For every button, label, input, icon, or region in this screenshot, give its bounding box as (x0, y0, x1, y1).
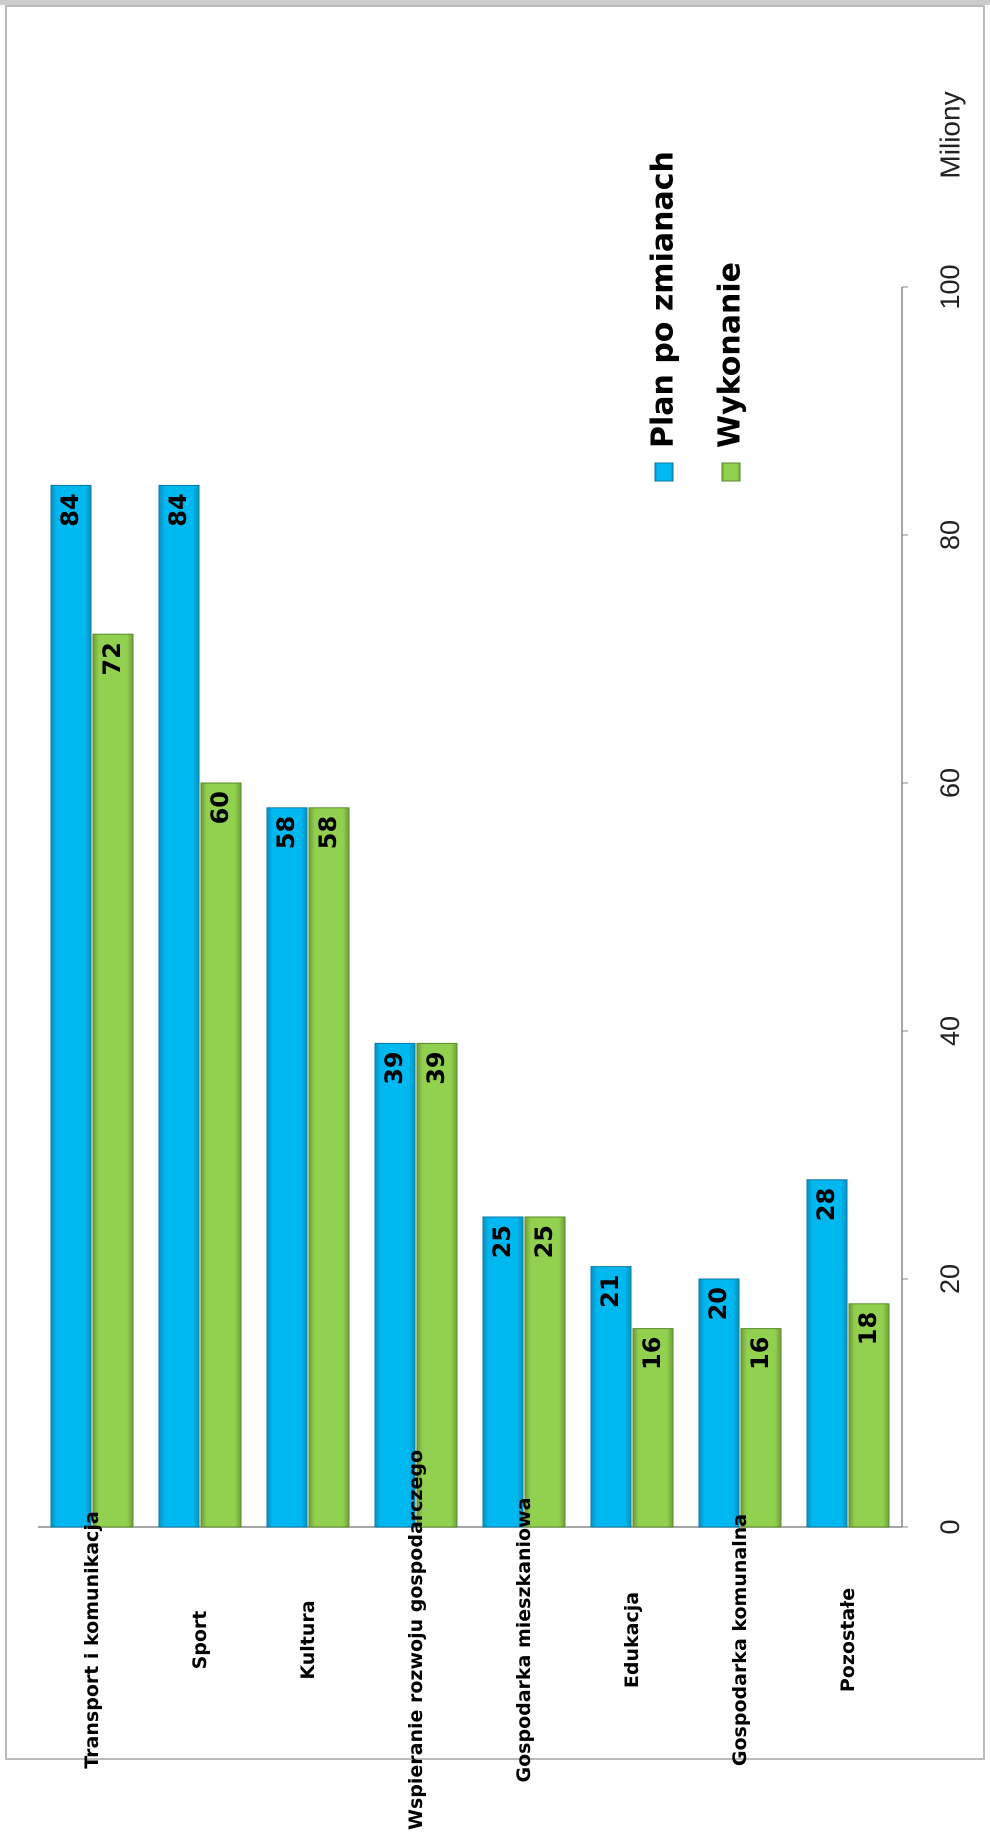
data-label: 18 (854, 1312, 882, 1345)
x-tick-label: Gospodarka mieszkaniowa (513, 1497, 535, 1783)
data-label: 20 (704, 1287, 732, 1320)
data-label: 28 (812, 1188, 840, 1221)
legend-swatch (721, 462, 741, 482)
data-label: 84 (56, 493, 84, 526)
bar (806, 1179, 848, 1528)
bar (200, 782, 242, 1528)
bar (308, 807, 350, 1528)
bar (50, 484, 92, 1528)
bar (482, 1216, 524, 1528)
chart: Miliony 0 20 40 60 80 100 84 72 84 60 58 58 39 39 25 25… (0, 0, 990, 1760)
data-label: 39 (380, 1051, 408, 1084)
y-tick-label: 80 (935, 520, 965, 550)
x-tick-label: Gospodarka komunalna (729, 1513, 751, 1767)
bar (416, 1042, 458, 1528)
x-tick-label: Edukacja (621, 1591, 643, 1689)
bar (524, 1216, 566, 1528)
y-tick-label: 40 (935, 1016, 965, 1046)
x-tick-label: Sport (189, 1610, 211, 1670)
axis-title: Miliony (934, 91, 965, 178)
frame-shadow (0, 0, 990, 5)
y-tick-label: 100 (935, 264, 965, 309)
x-tick-label: Wspieranie rozwoju gospodarczego (405, 1450, 427, 1831)
bar (92, 633, 134, 1528)
data-label: 58 (314, 816, 342, 849)
data-label: 25 (488, 1225, 516, 1258)
x-tick-label: Kultura (297, 1600, 319, 1680)
data-label: 16 (638, 1337, 666, 1370)
x-tick-label: Pozostałe (837, 1587, 859, 1693)
bar (740, 1328, 782, 1528)
x-tick-label: Transport i komunikacja (81, 1511, 103, 1769)
bar (698, 1278, 740, 1528)
data-label: 58 (272, 816, 300, 849)
data-label: 39 (422, 1051, 450, 1084)
bar (158, 484, 200, 1528)
data-label: 60 (206, 791, 234, 824)
bar (848, 1303, 890, 1528)
data-label: 72 (98, 642, 126, 675)
data-label: 25 (530, 1225, 558, 1258)
y-tick-label: 20 (935, 1264, 965, 1294)
data-label: 16 (746, 1337, 774, 1370)
bar (590, 1266, 632, 1528)
y-tick-label: 60 (935, 768, 965, 798)
bar (374, 1042, 416, 1528)
legend-label: Plan po zmianach (646, 151, 681, 448)
bar (632, 1328, 674, 1528)
legend-label: Wykonanie (713, 262, 748, 448)
y-tick-label: 0 (935, 1519, 965, 1534)
frame (5, 5, 985, 1760)
bar (266, 807, 308, 1528)
data-label: 21 (596, 1275, 624, 1308)
legend-swatch (654, 462, 674, 482)
data-label: 84 (164, 493, 192, 526)
